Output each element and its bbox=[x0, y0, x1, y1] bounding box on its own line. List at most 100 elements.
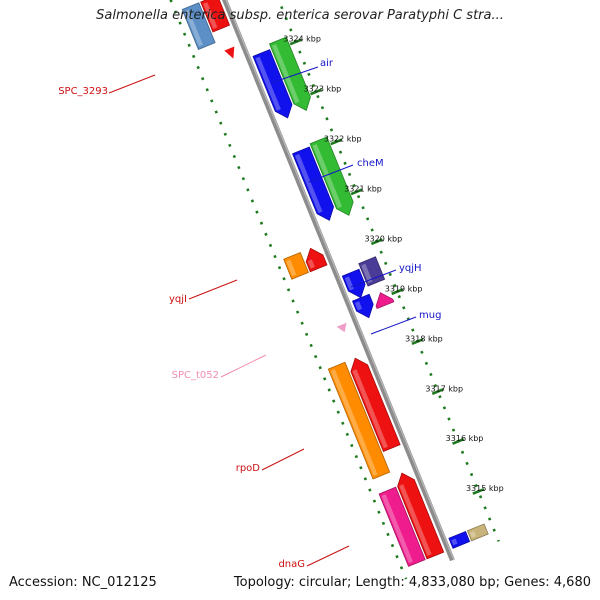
gene-arrow-shine bbox=[271, 44, 300, 104]
gene-arrow bbox=[181, 2, 216, 51]
kbp-tick-label: 3317 kbp bbox=[425, 384, 463, 393]
kbp-tick-mark bbox=[411, 338, 424, 346]
gene-features bbox=[181, 0, 489, 567]
backbone-line bbox=[221, 0, 455, 562]
kbp-tick-label: 3318 kbp bbox=[405, 334, 443, 343]
gene-label[interactable]: yqjI bbox=[169, 294, 187, 305]
gene-label-leader bbox=[306, 545, 350, 567]
gene-feature bbox=[305, 247, 328, 273]
gene-label[interactable]: SPC_3293 bbox=[58, 86, 108, 97]
kbp-ticks: 3324 kbp 3323 kbp 3322 kbp 3321 kbp 3320 kbp… bbox=[283, 35, 504, 495]
accession-label: Accession: NC_012125 bbox=[9, 575, 157, 590]
gene-feature bbox=[283, 251, 310, 280]
gene-arrow-shine bbox=[312, 144, 343, 209]
gene-feature bbox=[327, 361, 391, 480]
gene-arrow-shine bbox=[354, 301, 363, 311]
gene-arrow-shine bbox=[399, 484, 432, 556]
gene-feature bbox=[350, 357, 401, 453]
gene-feature bbox=[252, 49, 293, 119]
kbp-tick-label: 3320 kbp bbox=[364, 234, 402, 243]
gene-label[interactable]: cheM bbox=[357, 158, 384, 169]
gene-arrow bbox=[378, 486, 426, 567]
gene-feature bbox=[200, 0, 231, 33]
gene-arrow bbox=[448, 530, 471, 549]
gene-label-leader bbox=[308, 164, 354, 183]
gene-arrow-shine bbox=[184, 9, 203, 47]
gene-feature bbox=[351, 293, 374, 319]
kbp-tick-mark bbox=[391, 288, 404, 296]
gene-label[interactable]: yqjH bbox=[399, 263, 422, 274]
gene-feature bbox=[375, 292, 395, 310]
gene-arrow-shine bbox=[381, 494, 413, 564]
kbp-tick-mark bbox=[452, 437, 465, 445]
kbp-tick-mark bbox=[309, 88, 323, 96]
gene-arrow bbox=[466, 523, 489, 542]
kbp-tick-mark bbox=[431, 388, 444, 395]
gene-arrow bbox=[327, 361, 391, 480]
backbone bbox=[221, 0, 455, 562]
gene-arrow bbox=[283, 251, 310, 280]
kbp-tick-mark bbox=[289, 38, 302, 46]
kbp-tick-mark bbox=[330, 138, 343, 146]
gene-feature bbox=[268, 36, 311, 111]
gene-label-leader bbox=[370, 316, 417, 335]
map-title: Salmonella enterica subsp. enterica sero… bbox=[96, 8, 504, 23]
gene-arrow bbox=[252, 49, 293, 119]
gene-feature bbox=[181, 2, 216, 51]
gene-arrow-shine bbox=[203, 2, 218, 29]
kbp-tick-label: 3322 kbp bbox=[324, 135, 362, 144]
kbp-tick-label: 3323 kbp bbox=[304, 85, 342, 94]
gene-feature bbox=[358, 256, 386, 287]
gene-arrow bbox=[351, 293, 374, 319]
gene-feature bbox=[397, 472, 445, 560]
gene-feature bbox=[448, 530, 471, 549]
left-guide-line bbox=[169, 0, 408, 580]
gene-arrow-shine bbox=[361, 263, 373, 283]
kbp-tick-mark bbox=[370, 238, 383, 246]
kbp-tick-label: 3315 kbp bbox=[466, 484, 504, 493]
gene-arrow bbox=[309, 136, 354, 216]
gene-arrow-shine bbox=[286, 259, 297, 277]
kbp-tick-label: 3316 kbp bbox=[446, 434, 484, 443]
gene-arrow bbox=[224, 46, 235, 59]
gene-arrow-shine bbox=[255, 56, 281, 111]
gene-feature bbox=[336, 322, 347, 333]
gene-arrow bbox=[341, 268, 366, 299]
gene-label-leader bbox=[220, 354, 267, 378]
kbp-tick-label: 3319 kbp bbox=[385, 284, 423, 293]
gene-label-leader bbox=[188, 279, 238, 300]
gene-arrow bbox=[268, 36, 311, 111]
gene-label[interactable]: rpoD bbox=[236, 463, 261, 474]
gene-label-leader bbox=[270, 66, 319, 84]
gene-feature bbox=[224, 46, 235, 59]
gene-arrow bbox=[336, 322, 347, 333]
gene-arrow bbox=[350, 357, 401, 453]
gene-arrow-shine bbox=[469, 531, 476, 538]
gene-arrow-shine bbox=[352, 369, 388, 449]
gene-arrow bbox=[397, 472, 445, 560]
gene-label-leader bbox=[350, 269, 397, 288]
gene-feature bbox=[309, 136, 354, 216]
gene-feature bbox=[378, 486, 426, 567]
gene-feature bbox=[466, 523, 489, 542]
gene-labels: air cheM yqjH mug SPC_3293 yqjI SPC_t052 rpoD dn… bbox=[58, 58, 441, 570]
gene-label-leader bbox=[108, 74, 156, 94]
gene-label[interactable]: air bbox=[320, 58, 334, 69]
gene-arrow-shine bbox=[307, 259, 315, 269]
gene-arrow-shine bbox=[295, 154, 323, 214]
gene-arrow bbox=[200, 0, 231, 33]
right-guide-line bbox=[277, 0, 500, 542]
gene-arrow bbox=[305, 247, 328, 273]
gene-arrow bbox=[358, 256, 386, 287]
gene-arrow-shine bbox=[330, 369, 378, 476]
kbp-tick-label: 3321 kbp bbox=[344, 185, 382, 194]
gene-label-leader bbox=[261, 448, 305, 471]
dotted-guide-lines bbox=[169, 0, 500, 580]
gene-label[interactable]: dnaG bbox=[278, 559, 305, 570]
gene-label[interactable]: SPC_t052 bbox=[172, 370, 219, 381]
kbp-tick-label: 3324 kbp bbox=[283, 35, 321, 44]
gene-label[interactable]: mug bbox=[419, 310, 441, 321]
kbp-tick-mark bbox=[472, 487, 485, 495]
gene-arrow bbox=[375, 292, 395, 310]
